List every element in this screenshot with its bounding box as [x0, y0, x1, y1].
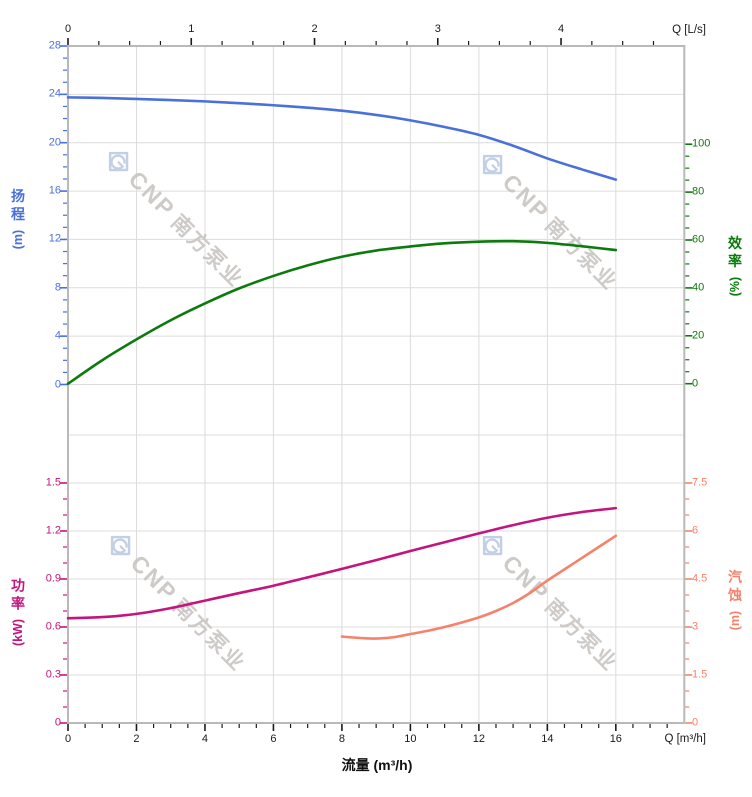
- flow-axis-title: 流量 (m³/h): [341, 757, 413, 773]
- tick-label-bottom: 2: [133, 733, 140, 745]
- tick-label-left: 28: [48, 39, 61, 52]
- tick-label-right: 60: [692, 233, 705, 246]
- tick-label-left: 0.6: [45, 620, 61, 633]
- tick-label-left: 0.9: [45, 572, 61, 585]
- tick-label-top: 1: [188, 23, 195, 35]
- npsh-axis-title: 汽蚀 (m): [725, 570, 745, 630]
- tick-label-top: 4: [557, 23, 565, 35]
- tick-label-bottom: 12: [472, 733, 485, 745]
- efficiency-axis-title-text: 效率: [727, 235, 743, 272]
- tick-label-top: 3: [434, 23, 441, 35]
- power-axis-unit: (kW): [11, 618, 25, 647]
- power-axis-title-text: 功率: [10, 577, 26, 614]
- tick-label-left: 1.5: [45, 476, 61, 489]
- tick-label-left: 24: [48, 87, 61, 100]
- tick-label-left: 0.3: [45, 668, 61, 681]
- head-axis-title: 扬程 (m): [8, 189, 28, 249]
- tick-label-left: 16: [48, 184, 61, 197]
- tick-label-left: 0: [54, 378, 61, 390]
- tick-label-right: 7.5: [692, 476, 708, 489]
- tick-label-bottom: 8: [338, 733, 345, 745]
- tick-label-bottom: 0: [64, 733, 72, 745]
- tick-label-right: 100: [692, 137, 711, 150]
- tick-label-right: 0: [692, 716, 699, 729]
- tick-label-bottom: 10: [404, 733, 417, 745]
- tick-label-bottom: 4: [201, 733, 209, 745]
- top-axis-unit-label: Q [L/s]: [672, 24, 706, 36]
- tick-label-bottom: 14: [541, 733, 554, 745]
- tick-label-left: 4: [54, 329, 61, 342]
- tick-label-top: 0: [64, 23, 72, 35]
- head-axis-unit: (m): [11, 229, 25, 250]
- tick-label-left: 8: [54, 281, 61, 294]
- npsh-axis-unit: (m): [728, 610, 742, 631]
- tick-label-right: 6: [692, 524, 699, 537]
- tick-label-left: 20: [48, 136, 61, 149]
- tick-label-right: 0: [692, 377, 699, 390]
- tick-label-right: 4.5: [692, 572, 708, 585]
- efficiency-axis-title: 效率 (%): [725, 236, 745, 296]
- tick-label-left: 1.2: [45, 524, 61, 537]
- bottom-axis-unit-label: Q [m³/h]: [664, 733, 706, 745]
- efficiency-axis-unit: (%): [728, 276, 742, 297]
- npsh-axis-title-text: 汽蚀: [727, 569, 743, 606]
- tick-label-top: 2: [311, 23, 318, 35]
- head-axis-title-text: 扬程: [10, 188, 26, 225]
- tick-label-right: 1.5: [692, 668, 708, 681]
- power-axis-title: 功率 (kW): [8, 578, 28, 646]
- tick-label-right: 80: [692, 185, 705, 198]
- tick-label-left: 0: [54, 716, 61, 729]
- tick-label-right: 20: [692, 329, 705, 342]
- tick-label-left: 12: [48, 232, 61, 245]
- tick-label-right: 40: [692, 281, 705, 294]
- tick-label-bottom: 6: [270, 733, 277, 745]
- tick-label-bottom: 16: [609, 733, 622, 745]
- tick-label-right: 3: [692, 620, 699, 633]
